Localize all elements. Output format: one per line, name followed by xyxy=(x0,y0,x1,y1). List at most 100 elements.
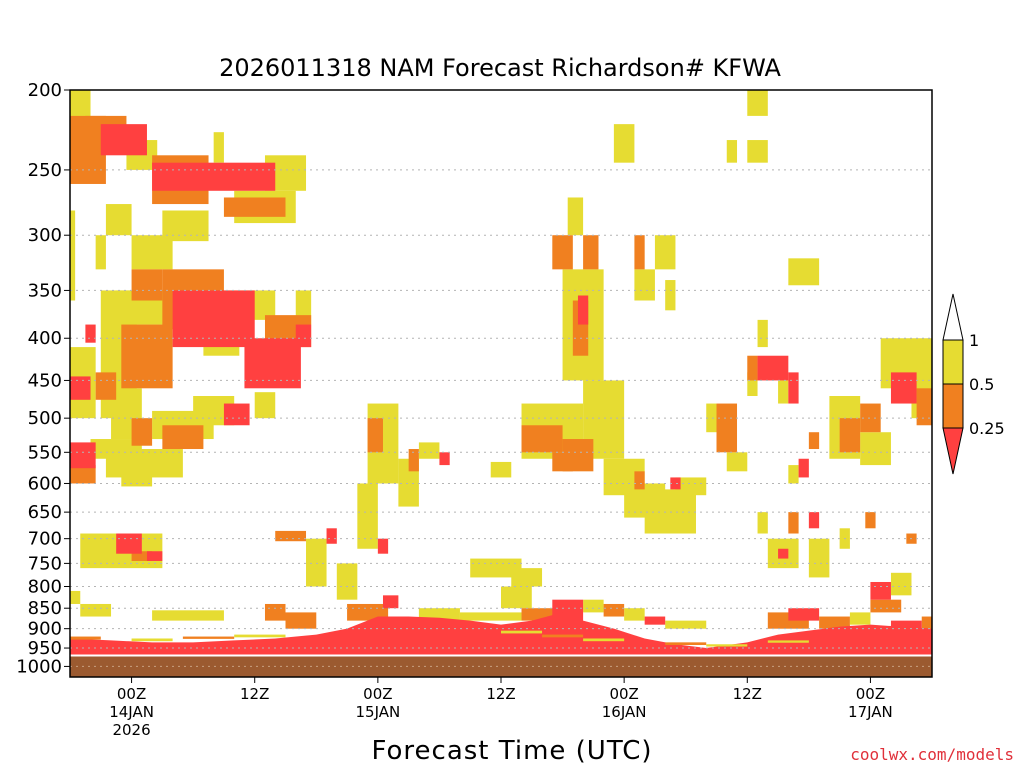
heatmap-cell-118 xyxy=(870,581,891,600)
heatmap-cell-88 xyxy=(726,452,748,472)
heatmap-cell-115 xyxy=(788,465,799,484)
heatmap-cell-69 xyxy=(577,295,589,325)
heatmap-cell-141 xyxy=(849,612,871,625)
heatmap-cell-143 xyxy=(921,616,932,629)
y-tick-label-800: 800 xyxy=(28,576,62,597)
heatmap-cell-70 xyxy=(567,197,584,236)
y-tick-label-200: 200 xyxy=(28,80,62,101)
stripe-6 xyxy=(583,638,625,642)
y-tick-label-700: 700 xyxy=(28,529,62,550)
heatmap-cell-91 xyxy=(757,355,789,381)
heatmap-cell-125 xyxy=(264,603,286,621)
heatmap-cell-58 xyxy=(439,452,450,466)
stripe-7 xyxy=(665,642,707,646)
heatmap-cell-31 xyxy=(95,372,117,400)
heatmap-cell-60 xyxy=(490,461,512,478)
heatmap-cell-124 xyxy=(152,610,224,621)
heatmap-cell-8 xyxy=(223,197,286,217)
heatmap-cell-40 xyxy=(70,442,96,469)
y-tick-label-500: 500 xyxy=(28,408,62,429)
colorbar-bottom-arrow xyxy=(942,427,964,475)
data-layer xyxy=(70,90,932,677)
colorbar-yellow xyxy=(942,339,964,385)
heatmap-cell-42 xyxy=(105,449,183,478)
heatmap-cell-3 xyxy=(100,124,147,156)
x-tick-label-0-2: 2026 xyxy=(112,721,150,739)
stripe-5 xyxy=(542,634,584,638)
heatmap-cell-41 xyxy=(70,465,96,484)
heatmap-cell-95 xyxy=(747,140,768,163)
heatmap-cell-86 xyxy=(706,403,717,433)
y-tick-label-1000: 1000 xyxy=(16,656,62,677)
heatmap-cell-117 xyxy=(865,512,876,529)
y-tick-label-350: 350 xyxy=(28,280,62,301)
heatmap-cell-89 xyxy=(747,372,758,397)
heatmap-cell-102 xyxy=(788,512,799,534)
heatmap-cell-101 xyxy=(778,548,789,559)
colorbar-top-arrow xyxy=(942,293,964,341)
heatmap-cell-47 xyxy=(146,551,163,561)
heatmap-cell-87 xyxy=(716,403,738,453)
y-tick-label-600: 600 xyxy=(28,473,62,494)
heatmap-cell-113 xyxy=(808,432,820,450)
heatmap-cell-18 xyxy=(121,324,173,389)
heatmap-cell-49 xyxy=(306,538,327,587)
heatmap-cell-119 xyxy=(870,599,902,613)
heatmap-cell-104 xyxy=(808,538,830,578)
heatmap-cell-99 xyxy=(757,512,768,534)
heatmap-cell-15 xyxy=(162,210,209,242)
y-tick-label-550: 550 xyxy=(28,442,62,463)
heatmap-cell-128 xyxy=(382,595,399,609)
heatmap-cell-83 xyxy=(634,269,655,301)
x-tick-label-4-0: 00Z xyxy=(609,685,638,703)
heatmap-cell-107 xyxy=(860,403,881,433)
stripe-4 xyxy=(501,630,543,634)
x-tick-label-6-0: 00Z xyxy=(856,685,885,703)
colorbar-label-0: 1 xyxy=(969,331,979,350)
heatmap-cell-10 xyxy=(213,132,224,163)
x-tick-label-5-0: 12Z xyxy=(733,685,762,703)
heatmap-cell-103 xyxy=(808,512,820,529)
heatmap-cell-57 xyxy=(408,449,419,472)
heatmap-cell-106 xyxy=(839,418,861,453)
heatmap-cell-11 xyxy=(105,204,132,236)
stripe-3 xyxy=(234,634,286,638)
colorbar-orange xyxy=(942,383,964,429)
heatmap-cell-6 xyxy=(152,162,276,191)
heatmap-cell-97 xyxy=(788,258,820,286)
heatmap-cell-13 xyxy=(95,235,106,270)
x-tick-label-0-0: 00Z xyxy=(117,685,146,703)
heatmap-cell-50 xyxy=(326,528,337,544)
heatmap-cell-62 xyxy=(511,568,543,587)
y-tick-label-650: 650 xyxy=(28,502,62,523)
heatmap-cell-134 xyxy=(603,603,625,617)
heatmap-cell-51 xyxy=(336,563,358,600)
heatmap-cell-16 xyxy=(131,269,163,301)
credit-text: coolwx.com/models xyxy=(850,745,1014,764)
heatmap-cell-130 xyxy=(459,612,522,621)
heatmap-cell-140 xyxy=(819,616,850,629)
x-tick-label-2-1: 15JAN xyxy=(355,703,400,721)
heatmap-cell-46 xyxy=(131,551,153,561)
heatmap-cell-33 xyxy=(131,418,153,446)
heatmap-cell-81 xyxy=(613,124,635,163)
y-tick-label-250: 250 xyxy=(28,160,62,181)
y-tick-label-400: 400 xyxy=(28,328,62,349)
heatmap-cell-82 xyxy=(634,235,645,270)
heatmap-cell-0 xyxy=(70,90,91,125)
heatmap-cell-120 xyxy=(890,572,912,596)
heatmap-cell-92 xyxy=(778,380,789,404)
heatmap-cell-133 xyxy=(583,599,604,613)
heatmap-cell-74 xyxy=(562,439,594,472)
stripe-8 xyxy=(706,644,748,647)
plot-area xyxy=(69,89,933,678)
heatmap-cell-59 xyxy=(418,442,440,459)
y-axis: 200 250 300 350 400 450 500 550 600 650 700 7508008… xyxy=(16,80,70,677)
heatmap-cell-54 xyxy=(357,483,378,549)
stripe-2 xyxy=(182,636,235,639)
y-tick-label-950: 950 xyxy=(28,638,62,659)
y-tick-label-850: 850 xyxy=(28,598,62,619)
y-tick-label-450: 450 xyxy=(28,370,62,391)
heatmap-cell-55 xyxy=(377,538,389,554)
